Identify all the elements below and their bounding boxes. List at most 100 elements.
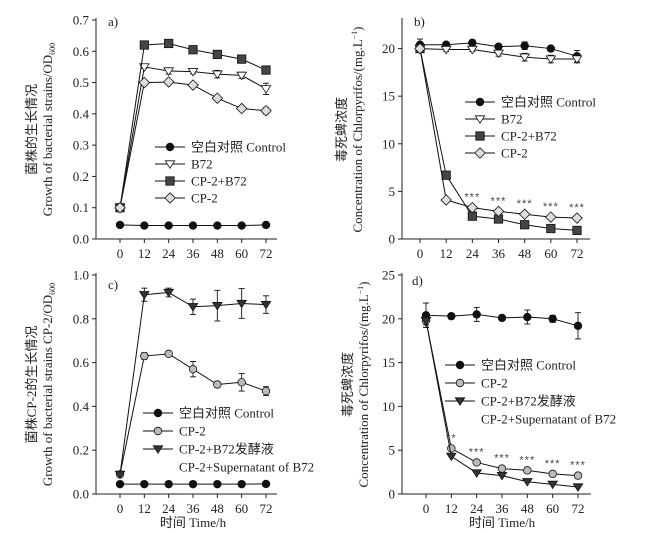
legend-label: 空白对照 Control: [179, 406, 274, 421]
significance-label: ***: [570, 460, 586, 472]
y-axis-label-en: Growth of bacterial strains CP-2/OD600: [40, 283, 57, 486]
legend-marker: [455, 360, 465, 370]
significance-label: ***: [494, 453, 510, 465]
y-axis-label-superscript: −1: [356, 286, 365, 295]
legend-marker: [475, 97, 485, 107]
data-point: [140, 479, 149, 489]
data-point: [573, 321, 583, 331]
panel-label: b): [414, 14, 425, 29]
legend-label: CP-2: [179, 424, 206, 439]
data-point: [447, 444, 456, 453]
significance-label: ***: [517, 198, 533, 210]
y-tick-label: 5: [389, 184, 396, 199]
data-point: [236, 299, 248, 309]
x-tick-label: 72: [571, 246, 584, 261]
data-point: [211, 302, 223, 311]
data-point: [114, 201, 126, 214]
y-axis-label-cn: 毒死蜱浓度: [334, 97, 349, 162]
legend-marker: [164, 160, 176, 169]
x-tick-label: 24: [466, 246, 480, 261]
data-point: [261, 220, 271, 230]
data-point: [523, 312, 532, 322]
legend-label: CP-2+B72发酵液: [481, 394, 576, 409]
series-3: [414, 42, 583, 224]
x-tick-label: 60: [235, 501, 248, 516]
data-point: [496, 472, 508, 481]
legend-marker: [454, 397, 466, 406]
data-point: [163, 288, 175, 298]
x-tick-label: 12: [440, 246, 453, 261]
data-point: [138, 63, 150, 72]
y-tick-label: 0.2: [73, 169, 89, 184]
x-tick-label: 36: [496, 501, 510, 516]
data-point: [520, 41, 529, 50]
significance-label: ***: [491, 195, 507, 207]
data-point: [471, 469, 483, 478]
y-tick-label: 15: [382, 89, 395, 104]
data-point: [545, 211, 557, 223]
series-0: [421, 302, 583, 340]
series-1: [414, 44, 583, 64]
data-point: [213, 221, 222, 230]
panel-b: 0 5 10 15 20 0 12 24 36 48 60 72 b) 毒死蜱浓度 Concentratio…: [334, 14, 596, 261]
legend-marker: [165, 142, 175, 152]
data-point: [261, 65, 271, 75]
y-axis-label-main: Growth of bacterial strains CP-2/OD: [40, 295, 55, 486]
y-tick-label: 0: [389, 487, 396, 502]
data-point: [164, 221, 173, 230]
data-point: [237, 221, 246, 230]
x-tick-label: 24: [470, 501, 484, 516]
data-point: [548, 469, 557, 479]
y-tick-label: 10: [382, 136, 395, 151]
data-point: [213, 479, 222, 489]
data-point: [140, 351, 149, 361]
x-tick-label: 24: [162, 246, 176, 261]
data-point: [261, 386, 271, 396]
legend-label: CP-2: [481, 376, 508, 391]
data-point: [472, 458, 481, 467]
y-axis-label-tail: ): [350, 26, 365, 30]
y-tick-label: 0: [389, 232, 396, 247]
legend: 空白对照 Control B72 CP-2+B72 CP-2: [155, 140, 286, 206]
y-tick-label: 0.2: [73, 443, 89, 458]
panel-label: d): [412, 273, 423, 288]
legend-label: CP-2: [191, 191, 218, 206]
data-point: [187, 303, 199, 312]
x-tick-label: 24: [162, 501, 176, 516]
legend-marker: [475, 131, 485, 141]
legend-marker: [165, 176, 175, 186]
data-point: [211, 92, 224, 104]
legend-label: B72: [501, 112, 523, 127]
y-tick-label: 1.0: [73, 268, 89, 283]
legend: 空白对照 Control B72 CP-2+B72 CP-2: [465, 95, 596, 161]
data-point: [187, 79, 199, 91]
y-tick-label: 5: [389, 443, 396, 458]
data-point: [472, 310, 481, 319]
legend-label-secondary: CP-2+Supernatant of B72: [179, 460, 314, 475]
y-axis-label-en: Concentration of Chlorpyrifos/(mg.L−1): [356, 281, 371, 487]
data-point: [115, 220, 125, 230]
legend-label: CP-2: [501, 146, 528, 161]
data-point: [237, 54, 247, 64]
x-tick-label: 60: [546, 501, 559, 516]
series-3: [114, 76, 272, 214]
data-point: [493, 49, 504, 59]
data-point: [420, 316, 432, 326]
significance-label: ***: [469, 446, 485, 458]
data-point: [492, 205, 505, 218]
data-point: [468, 38, 477, 48]
x-tick-label: 0: [423, 501, 430, 516]
significance-label: ***: [543, 201, 559, 213]
legend-marker: [164, 192, 176, 204]
x-tick-label: 60: [235, 246, 248, 261]
data-point: [237, 479, 246, 489]
x-tick-label: 60: [544, 246, 557, 261]
y-axis-label-subscript: 600: [48, 43, 57, 55]
series-0: [115, 220, 271, 230]
y-axis-label-main: Concentration of Chlorpyrifos/(mg.L: [350, 39, 365, 232]
data-point: [188, 45, 198, 55]
y-tick-label: 10: [382, 399, 395, 414]
x-tick-label: 0: [417, 246, 424, 261]
data-point: [188, 479, 198, 489]
legend-marker: [153, 426, 163, 436]
